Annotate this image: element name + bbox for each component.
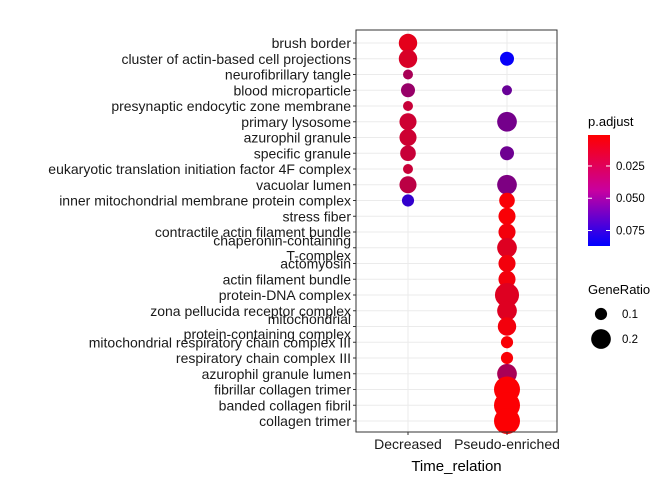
- y-tick-label: cluster of actin-based cell projections: [121, 51, 351, 67]
- data-point: [401, 83, 415, 98]
- data-point: [500, 51, 514, 66]
- y-tick-label: brush border: [272, 35, 352, 51]
- data-point: [403, 164, 413, 174]
- y-tick-label: stress fiber: [283, 208, 352, 224]
- data-point: [498, 223, 516, 241]
- y-tick-label: chaperonin-containing T-complex: [213, 232, 351, 263]
- y-tick-label: specific granule: [254, 145, 351, 161]
- y-tick-label: mitochondrial respiratory chain complex …: [89, 334, 351, 350]
- x-axis-ticks: Decreased Pseudo-enriched: [374, 432, 560, 452]
- data-point: [398, 49, 418, 68]
- data-point: [502, 85, 512, 96]
- color-legend-label: 0.050: [616, 193, 645, 205]
- data-point: [497, 317, 517, 336]
- data-point: [400, 145, 416, 162]
- data-point: [499, 192, 515, 209]
- data-point: [494, 282, 520, 308]
- data-point: [494, 408, 520, 434]
- data-point: [497, 111, 517, 132]
- color-legend: p.adjust 0.025 0.050 0.075: [588, 114, 645, 246]
- y-tick-label: primary lysosome: [241, 114, 351, 130]
- color-legend-title: p.adjust: [588, 114, 634, 129]
- y-tick-label: contractile actin filament bundle: [155, 224, 351, 240]
- data-point: [497, 237, 517, 258]
- data-point: [500, 351, 514, 365]
- y-tick-label: actomyosin: [280, 256, 351, 272]
- data-point: [403, 69, 413, 80]
- y-tick-label: presynaptic endocytic zone membrane: [111, 98, 351, 114]
- data-points: [398, 33, 520, 434]
- y-tick-label: protein-DNA complex: [219, 287, 351, 303]
- y-tick-label: eukaryotic translation initiation factor…: [48, 161, 351, 177]
- x-tick-label: Decreased: [374, 436, 442, 452]
- data-point: [399, 128, 417, 147]
- y-tick-label: neurofibrillary tangle: [225, 67, 351, 83]
- plot-panel-border: [355, 29, 558, 433]
- data-point: [500, 146, 514, 161]
- y-tick-label: banded collagen fibril: [219, 397, 351, 413]
- size-legend-label: 0.1: [622, 309, 638, 321]
- data-point: [498, 270, 516, 288]
- y-tick-label: zona pellucida receptor complex: [150, 303, 351, 319]
- color-legend-label: 0.025: [616, 161, 645, 173]
- size-legend-key: [594, 307, 608, 321]
- x-tick-label: Pseudo-enriched: [454, 436, 560, 452]
- y-tick-label: respiratory chain complex III: [176, 350, 351, 366]
- color-legend-label: 0.075: [616, 226, 645, 238]
- size-legend-title: GeneRatio: [588, 282, 650, 297]
- y-tick-label: mitochondrial protein-containing complex: [184, 311, 351, 342]
- data-point: [498, 207, 516, 225]
- grid-lines: [356, 30, 557, 432]
- data-point: [399, 113, 417, 131]
- data-point: [497, 300, 517, 321]
- data-point: [398, 33, 418, 53]
- size-legend-label: 0.2: [622, 334, 638, 346]
- y-tick-label: vacuolar lumen: [256, 177, 351, 193]
- y-tick-label: blood microparticle: [234, 82, 352, 98]
- y-tick-label: collagen trimer: [259, 413, 351, 429]
- plot-panel: [356, 30, 557, 432]
- data-point: [399, 176, 417, 194]
- data-point: [500, 336, 514, 349]
- size-legend-key: [591, 329, 611, 349]
- y-tick-label: inner mitochondrial membrane protein com…: [59, 193, 351, 209]
- y-tick-label: azurophil granule lumen: [202, 366, 351, 382]
- x-axis-title: Time_relation: [411, 458, 501, 475]
- y-tick-label: actin filament bundle: [223, 271, 352, 287]
- size-legend: GeneRatio 0.1 0.2: [588, 282, 650, 349]
- data-point: [498, 254, 516, 273]
- data-point: [401, 194, 415, 207]
- color-legend-bar: [588, 135, 610, 246]
- data-point: [403, 101, 413, 111]
- y-tick-label: fibrillar collagen trimer: [214, 382, 351, 398]
- y-tick-label: azurophil granule: [244, 130, 352, 146]
- data-point: [497, 174, 517, 195]
